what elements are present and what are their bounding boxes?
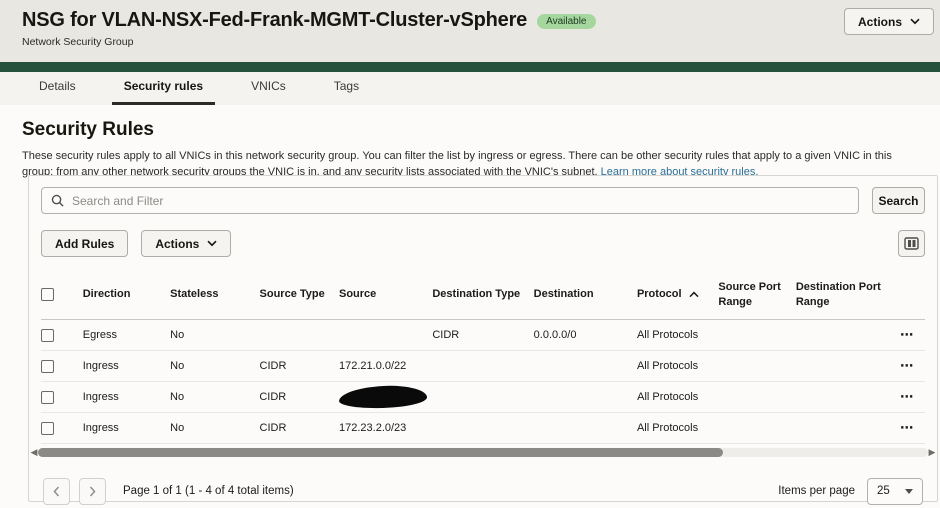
column-settings-button[interactable] [898, 230, 925, 257]
cell-source: 172.23.2.0/23 [339, 422, 407, 434]
cell-stateless: No [170, 360, 185, 372]
items-per-page-label: Items per page [778, 485, 855, 497]
header-actions-button[interactable]: Actions [843, 8, 934, 35]
resource-type-label: Network Security Group [22, 36, 134, 48]
column-header-stateless[interactable]: Stateless [170, 288, 219, 301]
cell-direction: Ingress [82, 391, 119, 403]
tab-security-rules[interactable]: Security rules [111, 72, 216, 105]
row-checkbox[interactable] [41, 359, 54, 373]
scroll-right-arrow-icon[interactable]: ▶ [928, 447, 936, 457]
cell-direction: Egress [82, 329, 117, 341]
protocol-header-label: Protocol [636, 288, 682, 301]
status-badge: Available [537, 14, 596, 29]
cell-direction: Ingress [82, 422, 119, 434]
cell-source: 172.21.0.0/22 [339, 360, 407, 372]
column-header-destination-type[interactable]: Destination Type [432, 288, 521, 301]
tab-bar: Details Security rules VNICs Tags [0, 72, 940, 105]
tab-tags[interactable]: Tags [333, 79, 360, 93]
caret-down-icon [905, 488, 913, 494]
table-header-row: Direction Stateless Source Type Source D… [41, 270, 925, 320]
scrollbar-thumb[interactable] [38, 447, 724, 457]
tab-details[interactable]: Details [39, 79, 76, 93]
security-rules-panel: Search Add Rules Actions Direction State… [28, 175, 938, 505]
pagination-summary: Page 1 of 1 (1 - 4 of 4 total items) [123, 485, 294, 497]
table-row: Ingress No CIDR 172.21.0.0/22 All Protoc… [41, 351, 925, 382]
table-row: Ingress No CIDR All Protocols ⋯ [41, 382, 925, 413]
cell-destination-type: CIDR [432, 329, 460, 341]
header-actions-label: Actions [857, 14, 902, 29]
cell-direction: Ingress [82, 360, 119, 372]
redacted-source-value [338, 384, 428, 410]
decorative-banner-image [0, 62, 940, 72]
cell-protocol: All Protocols [636, 329, 699, 341]
column-header-protocol[interactable]: Protocol [637, 287, 718, 301]
cell-source-type: CIDR [259, 422, 287, 434]
cell-stateless: No [170, 422, 185, 434]
scroll-left-arrow-icon[interactable]: ◀ [30, 447, 38, 457]
cell-source-type: CIDR [259, 360, 287, 372]
add-rules-button[interactable]: Add Rules [41, 230, 129, 257]
page-header: NSG for VLAN-NSX-Fed-Frank-MGMT-Cluster-… [0, 0, 940, 62]
column-header-destination-port-range[interactable]: Destination Port Range [795, 281, 881, 308]
chevron-left-icon [53, 486, 60, 496]
next-page-button[interactable] [79, 477, 106, 505]
cell-stateless: No [170, 391, 185, 403]
items-per-page-select[interactable]: 25 [867, 477, 923, 505]
page-title: NSG for VLAN-NSX-Fed-Frank-MGMT-Cluster-… [22, 9, 528, 31]
table-row: Egress No CIDR 0.0.0.0/0 All Protocols ⋯ [41, 320, 925, 351]
search-input[interactable] [72, 193, 849, 208]
row-actions-menu-button[interactable]: ⋯ [900, 389, 915, 404]
row-actions-menu-button[interactable]: ⋯ [900, 358, 915, 373]
items-per-page-value: 25 [877, 485, 890, 497]
search-icon [51, 194, 64, 207]
tab-vnics[interactable]: VNICs [251, 79, 286, 93]
horizontal-scrollbar: ◀ ▶ [29, 446, 937, 458]
row-checkbox[interactable] [41, 328, 54, 342]
search-box [41, 187, 859, 214]
table-columns-icon [904, 237, 919, 250]
table-row: Ingress No CIDR 172.23.2.0/23 All Protoc… [41, 413, 925, 444]
cell-source-type: CIDR [259, 391, 287, 403]
column-header-source[interactable]: Source [339, 288, 377, 301]
learn-more-link[interactable]: Learn more about security rules. [600, 165, 759, 178]
section-description: These security rules apply to all VNICs … [22, 149, 918, 181]
scrollbar-track[interactable] [38, 447, 928, 457]
column-header-source-type[interactable]: Source Type [259, 288, 325, 301]
chevron-down-icon [207, 240, 217, 247]
cell-protocol: All Protocols [636, 360, 699, 372]
column-header-direction[interactable]: Direction [82, 288, 131, 301]
cell-stateless: No [170, 329, 185, 341]
add-rules-label: Add Rules [55, 236, 115, 251]
previous-page-button[interactable] [43, 477, 70, 505]
pagination-bar: Page 1 of 1 (1 - 4 of 4 total items) Ite… [29, 466, 937, 508]
row-checkbox[interactable] [41, 421, 54, 435]
section-description-text: These security rules apply to all VNICs … [22, 150, 892, 178]
security-rules-table: Direction Stateless Source Type Source D… [41, 270, 925, 444]
cell-destination: 0.0.0.0/0 [533, 329, 577, 341]
row-actions-menu-button[interactable]: ⋯ [900, 327, 915, 342]
column-header-source-port-range[interactable]: Source Port Range [718, 281, 781, 308]
cell-protocol: All Protocols [637, 391, 699, 403]
security-rules-section: Security Rules These security rules appl… [0, 105, 940, 181]
chevron-right-icon [89, 486, 96, 496]
sort-ascending-icon [689, 291, 699, 298]
row-actions-menu-button[interactable]: ⋯ [900, 420, 915, 435]
column-header-destination[interactable]: Destination [533, 288, 594, 301]
table-actions-label: Actions [155, 236, 200, 251]
search-button[interactable]: Search [872, 187, 925, 214]
table-actions-button[interactable]: Actions [141, 230, 232, 257]
cell-source [338, 384, 433, 410]
select-all-checkbox[interactable] [41, 288, 54, 301]
chevron-down-icon [910, 18, 920, 25]
section-title: Security Rules [22, 119, 154, 140]
row-checkbox[interactable] [41, 390, 54, 404]
cell-protocol: All Protocols [636, 422, 699, 434]
